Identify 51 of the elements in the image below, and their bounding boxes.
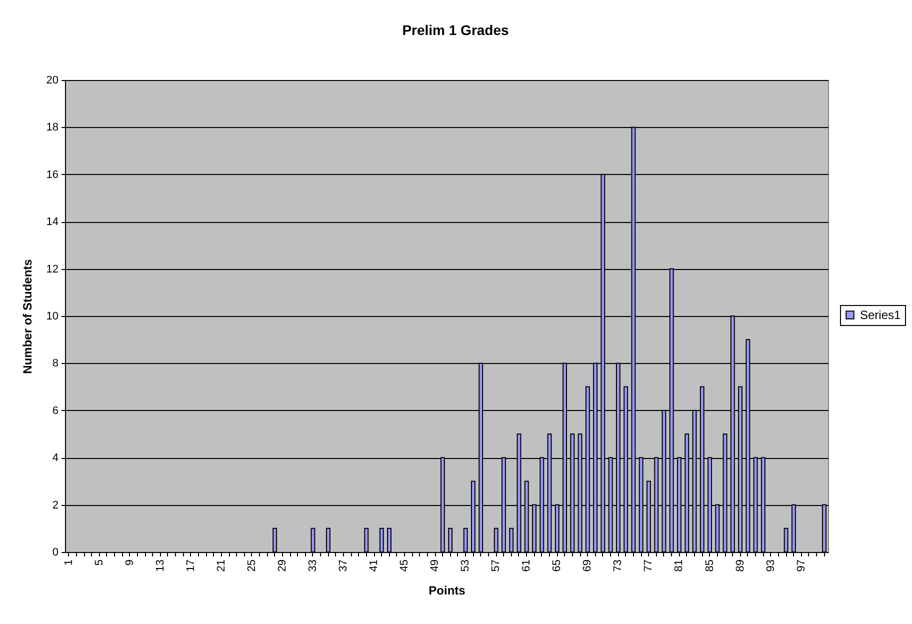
x-tick-label: 57 [490, 560, 502, 572]
bar [379, 528, 384, 552]
chart-title: Prelim 1 Grades [402, 22, 510, 38]
x-tick-label: 5 [93, 560, 106, 566]
y-tick-label: 0 [52, 546, 58, 558]
x-tick-label: 45 [398, 560, 411, 572]
bar [509, 528, 514, 552]
x-tick-label: 85 [704, 560, 716, 572]
bar [364, 528, 369, 552]
bar [326, 528, 330, 552]
y-tick-label: 10 [46, 310, 58, 322]
x-tick-label: 9 [124, 560, 136, 566]
x-tick-label: 53 [460, 560, 472, 572]
x-tick-label: 41 [368, 560, 380, 572]
x-tick-label: 17 [184, 560, 197, 572]
y-tick-label: 14 [46, 216, 58, 228]
x-tick-label: 29 [276, 560, 288, 572]
x-tick-label: 49 [429, 560, 442, 572]
bar [784, 528, 788, 552]
y-tick-label: 20 [46, 74, 58, 86]
x-tick-label: 37 [337, 560, 350, 572]
y-tick-label: 18 [46, 122, 58, 134]
y-tick-label: 4 [52, 452, 58, 464]
bar [387, 528, 392, 552]
y-tick-label: 12 [46, 263, 58, 276]
x-tick-label: 69 [582, 560, 594, 572]
x-tick-label: 73 [612, 560, 624, 572]
x-tick-label: 65 [551, 560, 564, 572]
x-tick-label: 33 [306, 560, 319, 572]
x-tick-label: 81 [673, 560, 686, 572]
bar [272, 528, 278, 552]
x-tick-label: 25 [246, 560, 258, 572]
y-axis-title: Number of Students [20, 258, 34, 374]
bar [494, 528, 498, 552]
bar [448, 528, 453, 552]
y-tick-label: 8 [52, 358, 58, 370]
x-tick-label: 21 [215, 560, 228, 572]
x-tick-label: 61 [520, 560, 533, 572]
x-tick-label: 93 [764, 560, 777, 572]
y-tick-label: 6 [52, 404, 58, 417]
x-tick-label: 89 [734, 560, 746, 572]
y-tick-label: 2 [52, 499, 58, 512]
y-tick-label: 16 [46, 168, 58, 181]
x-tick-label: 97 [795, 560, 808, 572]
x-axis-title: Points [428, 584, 466, 598]
x-tick-label: 77 [642, 560, 655, 572]
legend-label: Series1 [860, 308, 902, 322]
bar [463, 528, 468, 552]
x-tick-label: 1 [62, 560, 75, 566]
bar [310, 528, 316, 552]
x-tick-label: 13 [154, 560, 166, 572]
